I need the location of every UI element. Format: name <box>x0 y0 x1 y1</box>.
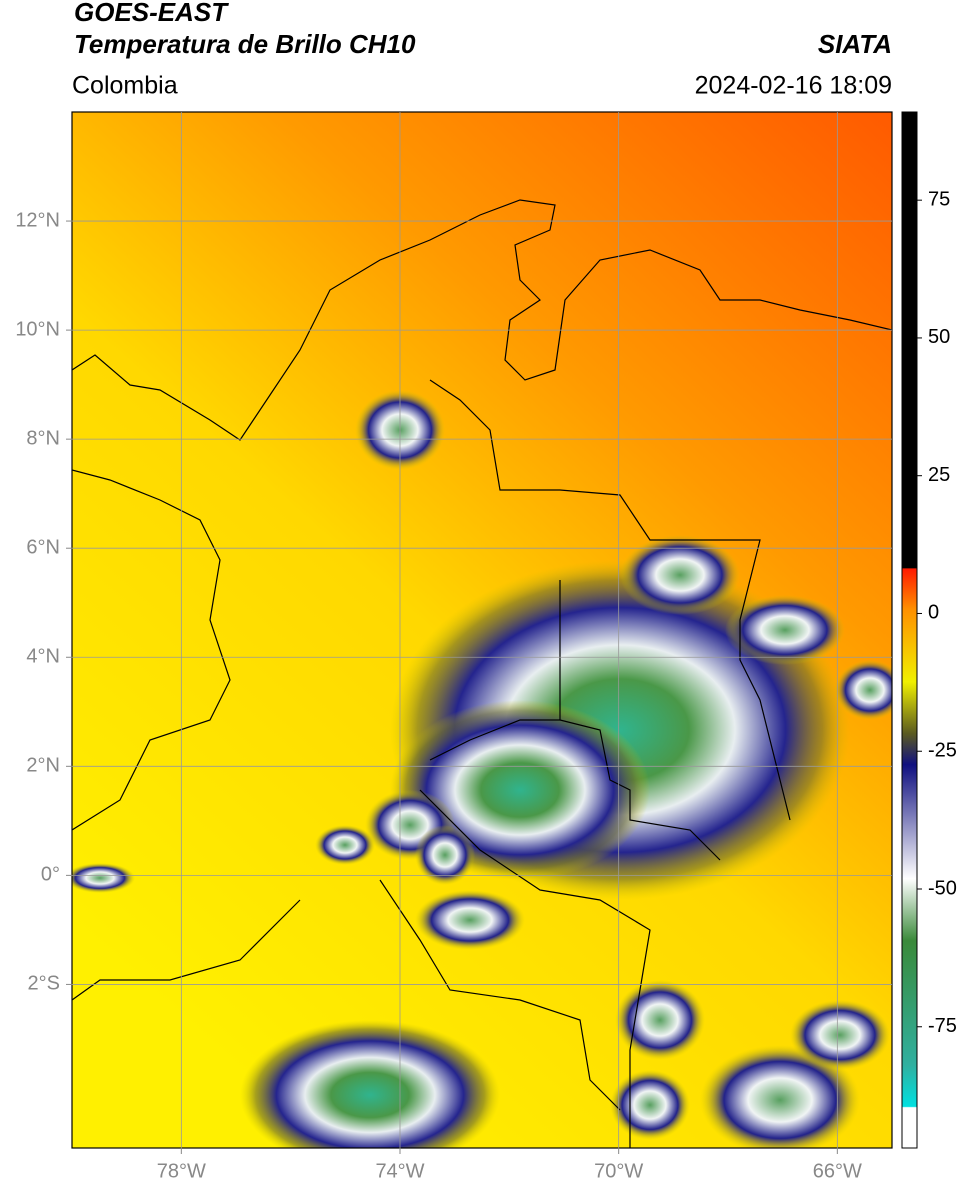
colorbar-tick-label: -25 <box>928 740 957 762</box>
border <box>379 379 791 1148</box>
coastline <box>72 469 301 1001</box>
coastline <box>72 199 892 441</box>
colorbar-tick-label: 50 <box>928 326 950 348</box>
cloud <box>415 825 475 885</box>
cloud <box>620 535 740 615</box>
cloud <box>700 1045 860 1148</box>
y-tick-label: 8°N <box>26 427 60 449</box>
cloud <box>835 660 892 720</box>
datetime: 2024-02-16 18:09 <box>695 72 892 100</box>
cloud <box>72 863 135 893</box>
y-tick-label: 2°N <box>26 755 60 777</box>
colorbar-tick-label: 0 <box>928 602 939 624</box>
cloud <box>415 890 525 950</box>
x-tick-label: 78°W <box>157 1160 206 1182</box>
y-tick-label: 0° <box>41 864 60 886</box>
x-tick-label: 66°W <box>813 1160 862 1182</box>
cloud <box>790 1000 890 1070</box>
x-tick-label: 74°W <box>375 1160 424 1182</box>
colorbar-tick-label: -75 <box>928 1015 957 1037</box>
cloud <box>615 980 705 1060</box>
map-frame <box>71 111 893 1149</box>
y-tick-label: 4°N <box>26 646 60 668</box>
title: GOES-EAST <box>74 0 229 27</box>
org: SIATA <box>818 29 892 59</box>
cloud <box>240 1020 500 1148</box>
y-tick-label: 12°N <box>15 209 60 231</box>
x-tick-label: 70°W <box>594 1160 643 1182</box>
y-tick-label: 10°N <box>15 318 60 340</box>
colorbar-tick-label: 25 <box>928 464 950 486</box>
y-tick-label: 6°N <box>26 536 60 558</box>
colorbar <box>901 111 918 1149</box>
colorbar-tick-label: 75 <box>928 188 950 210</box>
cloud <box>610 1070 690 1140</box>
map-image <box>72 112 892 1148</box>
cloud <box>315 825 375 865</box>
subtitle: Temperatura de Brillo CH10 <box>74 29 416 59</box>
cloud <box>725 595 845 665</box>
region: Colombia <box>72 72 178 100</box>
colorbar-tick-label: -50 <box>928 877 957 899</box>
y-tick-label: 2°S <box>28 973 60 995</box>
